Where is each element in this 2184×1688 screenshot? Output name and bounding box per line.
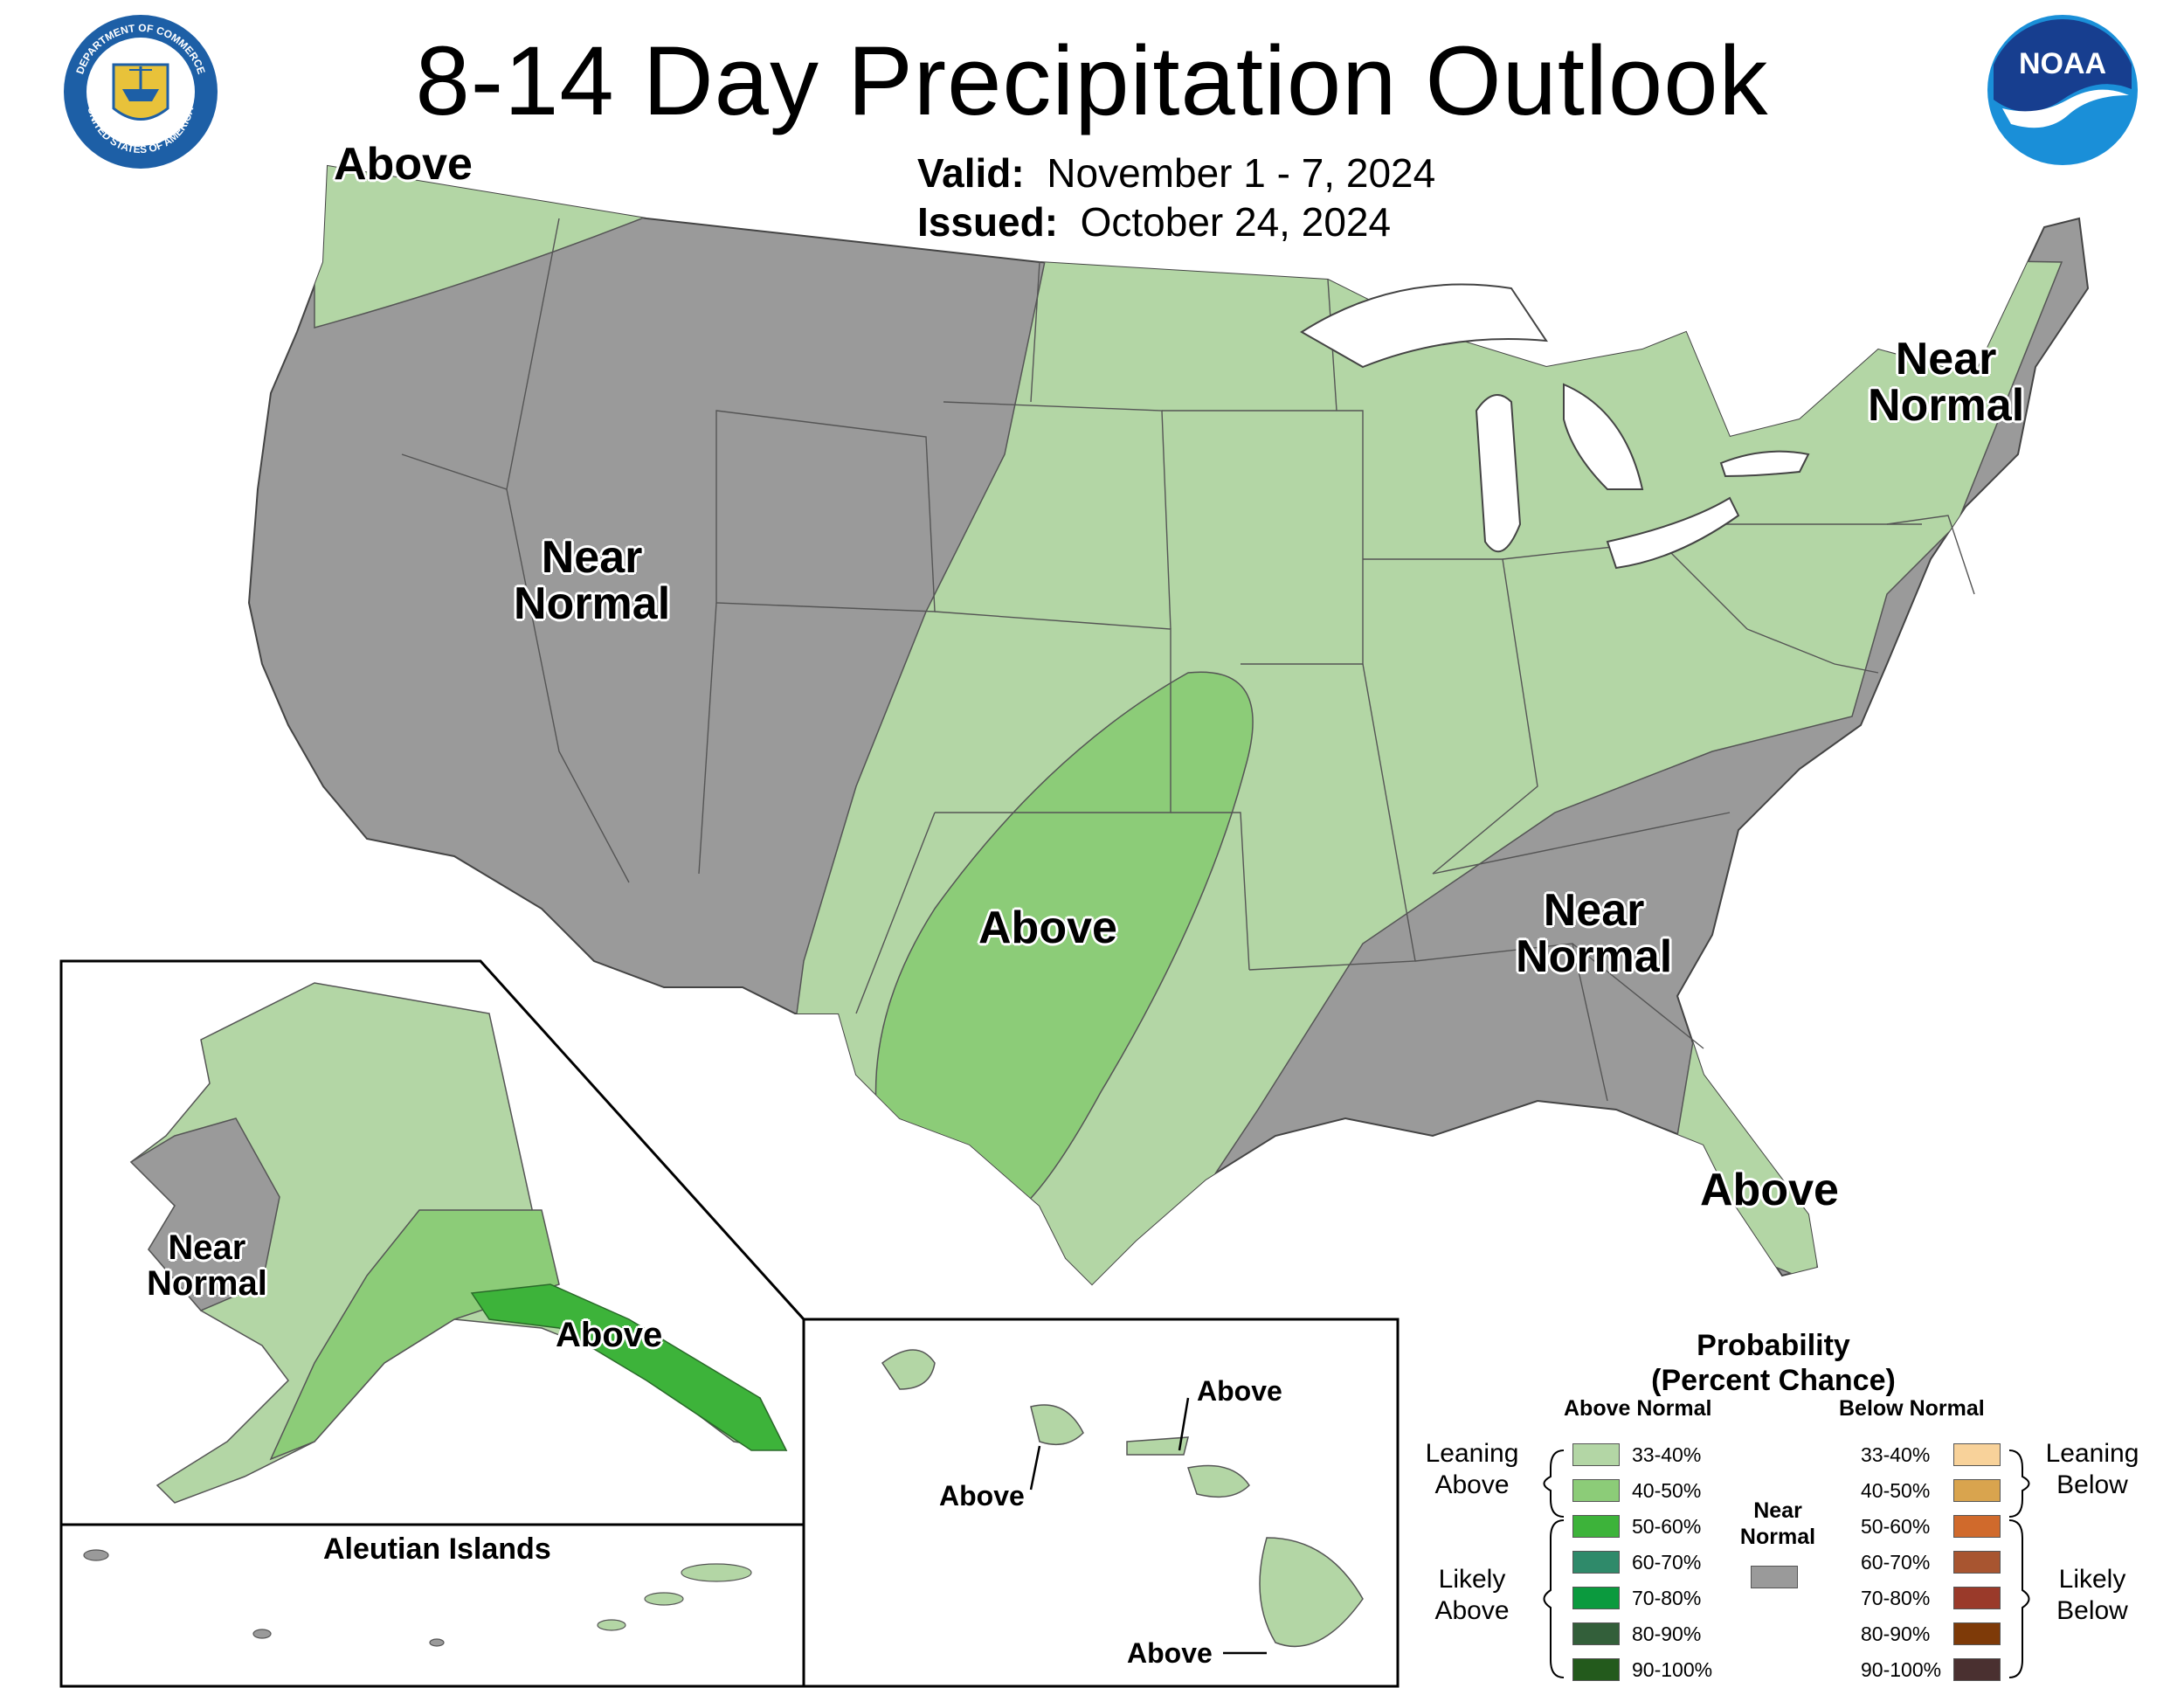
big-island xyxy=(1259,1537,1364,1648)
alaska-west-near-normal-area xyxy=(129,1117,280,1311)
label-northeast: Near Normal xyxy=(1868,334,2025,432)
legend-above-range-0: 33-40% xyxy=(1632,1443,1702,1466)
legend-near-normal-swatch xyxy=(1751,1566,1798,1588)
label-hawaii-north: Above xyxy=(1197,1375,1282,1407)
legend-above-header: Above Normal xyxy=(1564,1396,1712,1421)
hawaii-inset xyxy=(802,1318,1400,1688)
legend-above-swatch-1 xyxy=(1572,1479,1620,1502)
label-southeast: Near Normal xyxy=(1516,885,1673,983)
legend-above-range-2: 50-60% xyxy=(1632,1515,1702,1538)
legend-below-swatch-3 xyxy=(1953,1551,2001,1574)
legend-above-range-4: 70-80% xyxy=(1632,1587,1702,1609)
alaska-south-above-40-50-area xyxy=(269,1209,560,1461)
state-boundaries xyxy=(401,218,1975,1102)
label-central-south: Above xyxy=(978,903,1117,953)
alaska-inset xyxy=(59,959,805,1526)
legend-likely-below: Likely Below xyxy=(2056,1565,2128,1625)
legend-above-swatch-3 xyxy=(1572,1551,1620,1574)
great-lakes xyxy=(1300,283,1810,570)
lake-ontario xyxy=(1719,450,1810,478)
legend-below-range-1: 40-50% xyxy=(1861,1479,1931,1502)
legend-near-normal: Near Normal xyxy=(1739,1498,1816,1549)
page-title: 8-14 Day Precipitation Outlook xyxy=(415,26,1769,135)
svg-text:NOAA: NOAA xyxy=(2019,47,2106,80)
lake-superior xyxy=(1300,283,1548,369)
label-hawaii-west: Above xyxy=(939,1480,1025,1512)
florida-leaning-above-area xyxy=(1676,1030,1818,1284)
legend-above-range-6: 90-100% xyxy=(1632,1658,1713,1681)
legend-above-range-5: 80-90% xyxy=(1632,1622,1702,1645)
label-west: Near Normal xyxy=(514,532,671,630)
legend-below-swatch-6 xyxy=(1953,1658,2001,1681)
aleutian-inset xyxy=(59,1523,805,1688)
label-pacific-nw: Above xyxy=(334,139,473,190)
valid-dates: Valid: November 1 - 7, 2024 Issued: Octo… xyxy=(917,149,1435,246)
legend-likely-above: Likely Above xyxy=(1434,1565,1510,1625)
legend-below-range-3: 60-70% xyxy=(1861,1551,1931,1574)
legend-above-swatch-2 xyxy=(1572,1515,1620,1538)
legend-braces xyxy=(1543,1449,2030,1678)
kauai xyxy=(881,1349,936,1390)
label-florida: Above xyxy=(1700,1165,1839,1215)
legend-below-swatch-2 xyxy=(1953,1515,2001,1538)
legend-below-swatch-0 xyxy=(1953,1443,2001,1466)
legend-leaning-below: Leaning Below xyxy=(2045,1439,2139,1499)
lake-michigan xyxy=(1475,394,1522,553)
lake-erie xyxy=(1606,496,1740,570)
department-of-commerce-seal: DEPARTMENT OF COMMERCE UNITED STATES OF … xyxy=(64,15,218,169)
issued-value: October 24, 2024 xyxy=(1080,199,1392,245)
issued-label: Issued: xyxy=(917,199,1059,245)
noaa-logo: NOAA xyxy=(1987,15,2138,165)
label-alaska-southeast: Above xyxy=(556,1316,663,1354)
legend-above-swatch-4 xyxy=(1572,1587,1620,1609)
legend-above-swatch-5 xyxy=(1572,1622,1620,1645)
legend-leaning-above: Leaning Above xyxy=(1425,1439,1519,1499)
lake-huron xyxy=(1563,383,1644,490)
legend-above-swatch-6 xyxy=(1572,1658,1620,1681)
legend-below-range-4: 70-80% xyxy=(1861,1587,1931,1609)
legend-below-range-2: 50-60% xyxy=(1861,1515,1931,1538)
legend-below-range-0: 33-40% xyxy=(1861,1443,1931,1466)
legend-above-range-3: 60-70% xyxy=(1632,1551,1702,1574)
legend-below-swatch-5 xyxy=(1953,1622,2001,1645)
legend-below-swatch-1 xyxy=(1953,1479,2001,1502)
legend-below-swatch-4 xyxy=(1953,1587,2001,1609)
legend-title: Probability (Percent Chance) xyxy=(1651,1329,1896,1397)
label-alaska-west: Near Normal xyxy=(147,1228,267,1303)
legend-below-header: Below Normal xyxy=(1839,1396,1985,1421)
alaska-southeast-above-50-60-area xyxy=(470,1283,788,1451)
legend-below-range-5: 80-90% xyxy=(1861,1622,1931,1645)
legend-below-range-6: 90-100% xyxy=(1861,1658,1942,1681)
valid-value: November 1 - 7, 2024 xyxy=(1047,150,1436,196)
legend-above-range-1: 40-50% xyxy=(1632,1479,1702,1502)
valid-label: Valid: xyxy=(917,150,1025,196)
maui xyxy=(1187,1464,1250,1498)
aleutian-islands-title: Aleutian Islands xyxy=(323,1532,551,1566)
oahu xyxy=(1030,1404,1084,1446)
legend-above-swatch-0 xyxy=(1572,1443,1620,1466)
molokai xyxy=(1126,1436,1189,1456)
label-hawaii-south: Above xyxy=(1127,1637,1213,1669)
